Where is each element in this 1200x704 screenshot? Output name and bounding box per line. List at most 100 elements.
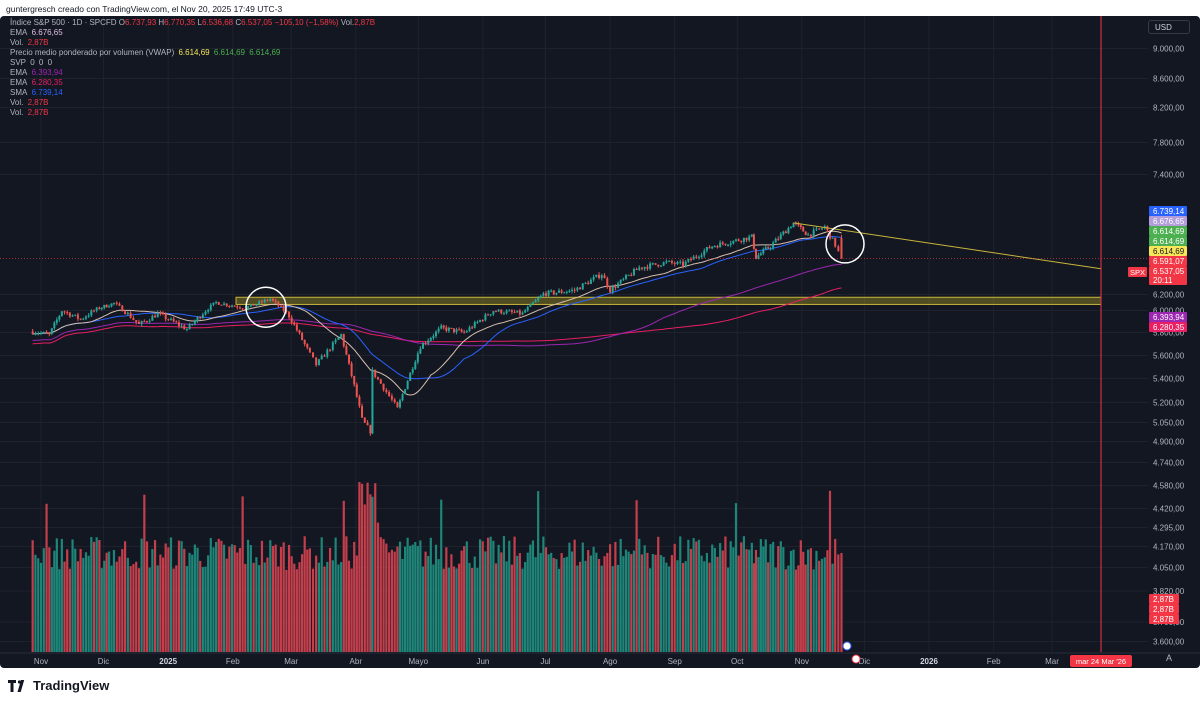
candle-body — [544, 293, 547, 296]
indicator-row[interactable]: Vol. 2,87B — [10, 38, 375, 48]
volume-bar — [679, 536, 682, 652]
x-tick-label: Abr — [350, 657, 363, 666]
candle-body — [617, 283, 620, 288]
volume-bar — [143, 494, 146, 652]
volume-bar — [164, 543, 167, 652]
price-label: 6.614,69 — [1153, 237, 1185, 246]
candle-body — [288, 311, 291, 318]
currency-selector[interactable]: USD — [1148, 20, 1190, 34]
volume-bar — [673, 543, 676, 652]
volume-bar — [135, 561, 138, 652]
volume-bar — [360, 483, 364, 652]
volume-bar — [107, 551, 111, 652]
volume-bar — [249, 545, 252, 652]
ema-purple-line — [32, 263, 842, 347]
symbol-name[interactable]: Índice S&P 500 · 1D · SPCFD — [10, 18, 117, 27]
volume-bar — [473, 556, 476, 652]
volume-bar — [649, 568, 652, 652]
candle-body — [774, 238, 777, 243]
indicator-row[interactable]: EMA 6.280,35 — [10, 78, 375, 88]
candle-body — [837, 246, 840, 251]
candle-body — [563, 292, 566, 294]
candle-body — [204, 311, 207, 315]
volume-bar — [711, 544, 714, 652]
descending-trendline — [793, 222, 1102, 270]
volume-bar — [700, 555, 703, 652]
volume-bar — [285, 569, 288, 652]
legend-symbol-row[interactable]: Índice S&P 500 · 1D · SPCFD O6.737,93 H6… — [10, 18, 375, 28]
volume-bar — [595, 552, 598, 652]
indicator-row[interactable]: Vol. 2,87B — [10, 98, 375, 108]
candle-body — [93, 310, 96, 312]
volume-bar — [328, 547, 332, 652]
candle-body — [649, 263, 652, 269]
candle-body — [692, 256, 695, 260]
indicator-label: EMA — [10, 78, 28, 87]
volume-bar — [432, 564, 435, 652]
candle-body — [442, 325, 445, 328]
volume-bar — [457, 563, 461, 652]
volume-bar — [757, 557, 760, 652]
indicator-row[interactable]: SMA 6.739,14 — [10, 88, 375, 98]
indicator-value: 2,87B — [25, 108, 49, 117]
candle-body — [831, 237, 834, 239]
candle-body — [812, 229, 815, 237]
y-tick-label: 5.600,00 — [1153, 352, 1185, 361]
candle-body — [361, 405, 364, 418]
volume-bar — [355, 555, 358, 652]
indicator-row[interactable]: SVP 0 0 0 — [10, 58, 375, 68]
candle-body — [643, 266, 646, 269]
price-label-bg — [1149, 236, 1187, 246]
candle-body — [684, 261, 687, 266]
candle-body — [209, 304, 212, 311]
candle-body — [529, 304, 532, 307]
candle-body — [220, 304, 223, 306]
volume-bar — [668, 566, 671, 652]
ohlc-value: 6.537,05 — [241, 18, 273, 27]
volume-bar — [76, 561, 80, 652]
chart-panel[interactable]: 9.000,00 8.600,00 8.200,00 7.800,00 7.400,00… — [0, 16, 1200, 668]
volume-bar — [421, 566, 425, 652]
volume-bar — [740, 542, 743, 652]
candle-body — [129, 312, 132, 319]
candle-body — [809, 234, 812, 237]
candle-body — [103, 304, 106, 308]
x-tick-label: Ago — [603, 657, 618, 666]
indicator-row[interactable]: EMA 6.393,94 — [10, 68, 375, 78]
indicator-row[interactable]: EMA 6.676,65 — [10, 28, 375, 38]
volume-bar — [252, 562, 255, 652]
indicator-row[interactable]: Precio medio ponderado por volumen (VWAP… — [10, 48, 375, 58]
candle-body — [752, 234, 755, 249]
price-label-bg — [1149, 256, 1187, 266]
price-label: 6.537,05 — [1153, 267, 1185, 276]
volume-bar — [282, 542, 285, 652]
volume-bar — [255, 557, 258, 652]
candle-body — [754, 248, 757, 259]
volume-bar — [724, 536, 727, 652]
indicator-row[interactable]: Vol. 2,87B — [10, 108, 375, 118]
volume-bar — [471, 568, 474, 652]
volume-bar — [494, 563, 498, 652]
tradingview-logo[interactable]: TradingView — [8, 678, 109, 693]
volume-bar — [132, 564, 135, 652]
volume-bar — [465, 541, 468, 652]
candle-body — [90, 310, 93, 316]
price-label-bg — [1149, 206, 1187, 216]
candle-body — [576, 287, 579, 291]
axis-settings-icon[interactable]: A — [1165, 653, 1172, 663]
candle-body — [295, 324, 298, 331]
volume-bar — [112, 550, 116, 652]
volume-bar — [560, 553, 563, 652]
x-tick-label: Nov — [34, 657, 48, 666]
volume-bar — [196, 547, 199, 652]
price-chart-svg[interactable]: 9.000,00 8.600,00 8.200,00 7.800,00 7.400,00… — [0, 16, 1200, 668]
volume-bar — [600, 565, 603, 652]
candle-body — [622, 278, 625, 280]
symbol-tag-bg — [1128, 267, 1147, 277]
volume-bar — [159, 554, 162, 652]
volume-bar — [414, 542, 417, 652]
y-tick-label: 5.400,00 — [1153, 375, 1185, 384]
candle-body — [713, 246, 716, 248]
volume-bar — [105, 552, 108, 652]
indicator-label: SMA — [10, 88, 28, 97]
